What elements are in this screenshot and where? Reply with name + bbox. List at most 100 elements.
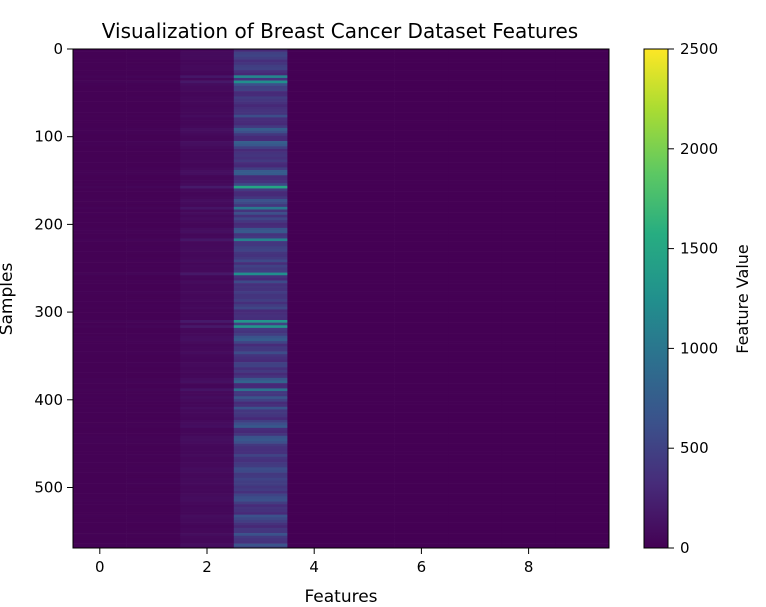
heatmap-cell [394,270,449,273]
heatmap-cell [448,175,503,179]
heatmap-cell [394,409,449,413]
heatmap-cell [555,517,610,521]
heatmap-cell [233,177,288,181]
heatmap-cell [126,277,181,281]
heatmap-cell [287,146,342,150]
heatmap-cell [341,75,395,79]
heatmap-cell [73,204,127,208]
heatmap-cell [341,120,395,123]
heatmap-cell [341,293,395,297]
heatmap-cell [233,462,288,465]
heatmap-cell [287,70,342,73]
heatmap-cell [448,85,503,89]
heatmap-cell [448,498,503,502]
heatmap-cell [448,367,503,371]
heatmap-cell [126,77,181,81]
heatmap-cell [73,196,127,200]
heatmap-cell [555,262,610,266]
heatmap-cell [394,227,449,231]
heatmap-cell [126,356,181,360]
heatmap-cell [341,483,395,487]
heatmap-cell [233,533,288,537]
heatmap-cell [233,227,288,231]
heatmap-cell [73,493,127,497]
heatmap-cell [555,493,610,497]
heatmap-cell [448,393,503,397]
heatmap-cell [180,391,235,394]
heatmap-cell [73,430,127,434]
heatmap-cell [341,512,395,515]
heatmap-cell [287,488,342,492]
heatmap-cell [394,306,449,310]
heatmap-cell [287,246,342,250]
heatmap-cell [126,454,181,458]
heatmap-cell [180,383,235,387]
heatmap-cell [126,509,181,513]
heatmap-cell [341,406,395,410]
heatmap-cell [341,183,395,187]
heatmap-cell [126,175,181,179]
heatmap-cell [341,396,395,400]
heatmap-cell [394,214,449,218]
heatmap-cell [233,277,288,281]
heatmap-cell [555,475,610,479]
heatmap-cell [394,319,449,323]
heatmap-cell [287,235,342,239]
heatmap-cell [555,120,610,123]
heatmap-cell [287,472,342,476]
heatmap-cell [126,96,181,100]
heatmap-cell [501,398,556,402]
heatmap-cell [448,280,503,284]
heatmap-cell [555,317,610,321]
heatmap-cell [501,104,556,108]
heatmap-cell [555,217,610,221]
heatmap-cell [233,293,288,297]
heatmap-cell [73,467,127,471]
heatmap-cell [394,212,449,216]
heatmap-cell [448,154,503,158]
heatmap-cell [233,220,288,223]
heatmap-cell [448,191,503,194]
heatmap-cell [341,283,395,287]
heatmap-cell [394,369,449,373]
heatmap-cell [555,164,610,168]
heatmap-cell [394,291,449,294]
heatmap-cell [394,333,449,337]
heatmap-cell [501,501,556,505]
heatmap-cell [180,167,235,171]
heatmap-cell [501,409,556,413]
heatmap-cell [233,96,288,100]
heatmap-cell [341,504,395,508]
heatmap-cell [287,519,342,523]
heatmap-cell [448,519,503,523]
heatmap-cell [287,217,342,221]
heatmap-cell [448,206,503,210]
heatmap-cell [448,409,503,413]
heatmap-cell [180,488,235,492]
heatmap-cell [448,51,503,55]
heatmap-cell [341,206,395,210]
heatmap-cell [233,314,288,318]
heatmap-cell [73,519,127,523]
heatmap-cell [341,296,395,300]
heatmap-cell [555,75,610,79]
heatmap-cell [501,98,556,102]
heatmap-cell [287,91,342,95]
heatmap-cell [233,272,288,276]
heatmap-cell [501,498,556,502]
heatmap-cell [394,404,449,408]
heatmap-cell [73,101,127,105]
heatmap-cell [233,525,288,529]
heatmap-cell [126,538,181,542]
heatmap-cell [501,201,556,205]
heatmap-cell [501,120,556,123]
heatmap-cell [73,254,127,258]
heatmap-cell [287,512,342,515]
heatmap-cell [126,288,181,292]
heatmap-cell [394,246,449,250]
heatmap-cell [73,322,127,326]
heatmap-cell [448,412,503,415]
heatmap-cell [73,220,127,223]
heatmap-cell [180,477,235,481]
heatmap-cell [341,535,395,539]
